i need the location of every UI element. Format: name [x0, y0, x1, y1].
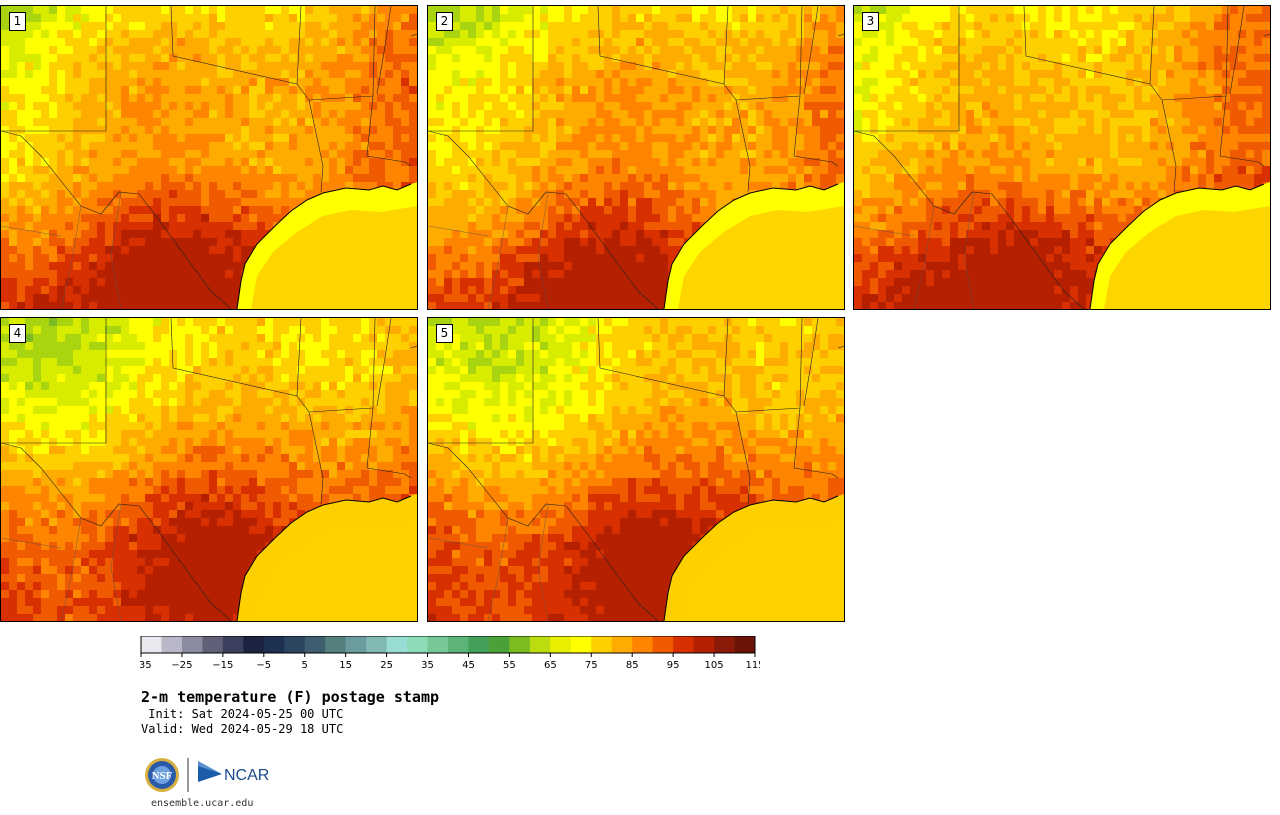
colorbar-segment: [611, 636, 633, 653]
member-map-5: 5: [427, 317, 845, 622]
nsf-logo-icon: NSF: [145, 758, 179, 792]
colorbar-segment: [468, 636, 490, 653]
member-map-2: 2: [427, 5, 845, 310]
colorbar-segment: [652, 636, 674, 653]
valid-time: Valid: Wed 2024-05-29 18 UTC: [141, 722, 344, 736]
colorbar-tick-label: 115: [745, 660, 760, 671]
colorbar-tick-label: 65: [544, 660, 557, 671]
colorbar-segment: [509, 636, 531, 653]
colorbar-tick-label: 55: [503, 660, 516, 671]
nsf-ncar-logos: NSF NCAR: [145, 758, 269, 792]
member-label-4: 4: [9, 324, 26, 343]
colorbar-segment: [386, 636, 408, 653]
colorbar-segment: [407, 636, 428, 653]
colorbar-segment: [714, 636, 735, 653]
colorbar-tick-label: 105: [705, 660, 724, 671]
product-title: 2-m temperature (F) postage stamp: [141, 688, 440, 706]
colorbar-tick-label: 45: [462, 660, 475, 671]
colorbar-segment: [632, 636, 654, 653]
ncar-logo-text: NCAR: [224, 767, 269, 784]
member-label-5: 5: [436, 324, 453, 343]
colorbar-tick-label: 5: [302, 660, 308, 671]
colorbar-segment: [673, 636, 694, 653]
colorbar-segment: [734, 636, 756, 653]
temperature-field-1: [1, 6, 417, 309]
colorbar-segment: [693, 636, 715, 653]
colorbar-segment: [591, 636, 613, 653]
colorbar-segment: [325, 636, 347, 653]
website-url: ensemble.ucar.edu: [151, 798, 254, 809]
temperature-field-3: [854, 6, 1270, 309]
colorbar-tick-label: 25: [380, 660, 393, 671]
temperature-field-5: [428, 318, 844, 621]
ncar-logo-icon: NCAR: [198, 761, 269, 784]
temperature-field-2: [428, 6, 844, 309]
temperature-colorbar: −35 −25 −15 −5 5 15 25 35 45 55 65 75 85 95 105 115: [140, 636, 760, 671]
member-map-1: 1: [0, 5, 418, 310]
colorbar-segment: [181, 636, 203, 653]
colorbar-segment: [284, 636, 306, 653]
colorbar-segment: [529, 636, 551, 653]
colorbar-segment: [263, 636, 285, 653]
colorbar-tick-label: −35: [140, 660, 152, 671]
member-map-4: 4: [0, 317, 418, 622]
colorbar-segment: [202, 636, 224, 653]
colorbar-segment: [161, 636, 183, 653]
nsf-logo-text: NSF: [152, 770, 173, 782]
colorbar-tick-label: 95: [667, 660, 680, 671]
colorbar-segment: [243, 636, 265, 653]
colorbar-segment: [366, 636, 387, 653]
colorbar-segment: [550, 636, 572, 653]
colorbar-segment: [222, 636, 244, 653]
colorbar-segment: [141, 636, 162, 653]
colorbar-tick-label: 15: [339, 660, 352, 671]
member-label-2: 2: [436, 12, 453, 31]
colorbar-tick-label: 75: [585, 660, 598, 671]
colorbar-tick-label: 85: [626, 660, 639, 671]
colorbar-tick-label: −15: [212, 660, 233, 671]
colorbar-segment: [345, 636, 367, 653]
member-label-1: 1: [9, 12, 26, 31]
colorbar-segment: [448, 636, 469, 653]
colorbar-tick-label: −25: [171, 660, 192, 671]
colorbar-segment: [427, 636, 449, 653]
member-map-3: 3: [853, 5, 1271, 310]
colorbar-segment: [570, 636, 592, 653]
member-label-3: 3: [862, 12, 879, 31]
colorbar-tick-label: 35: [421, 660, 434, 671]
colorbar-tick-label: −5: [256, 660, 271, 671]
init-time: Init: Sat 2024-05-25 00 UTC: [141, 707, 344, 721]
colorbar-segment: [304, 636, 326, 653]
colorbar-segment: [488, 636, 510, 653]
temperature-field-4: [1, 318, 417, 621]
